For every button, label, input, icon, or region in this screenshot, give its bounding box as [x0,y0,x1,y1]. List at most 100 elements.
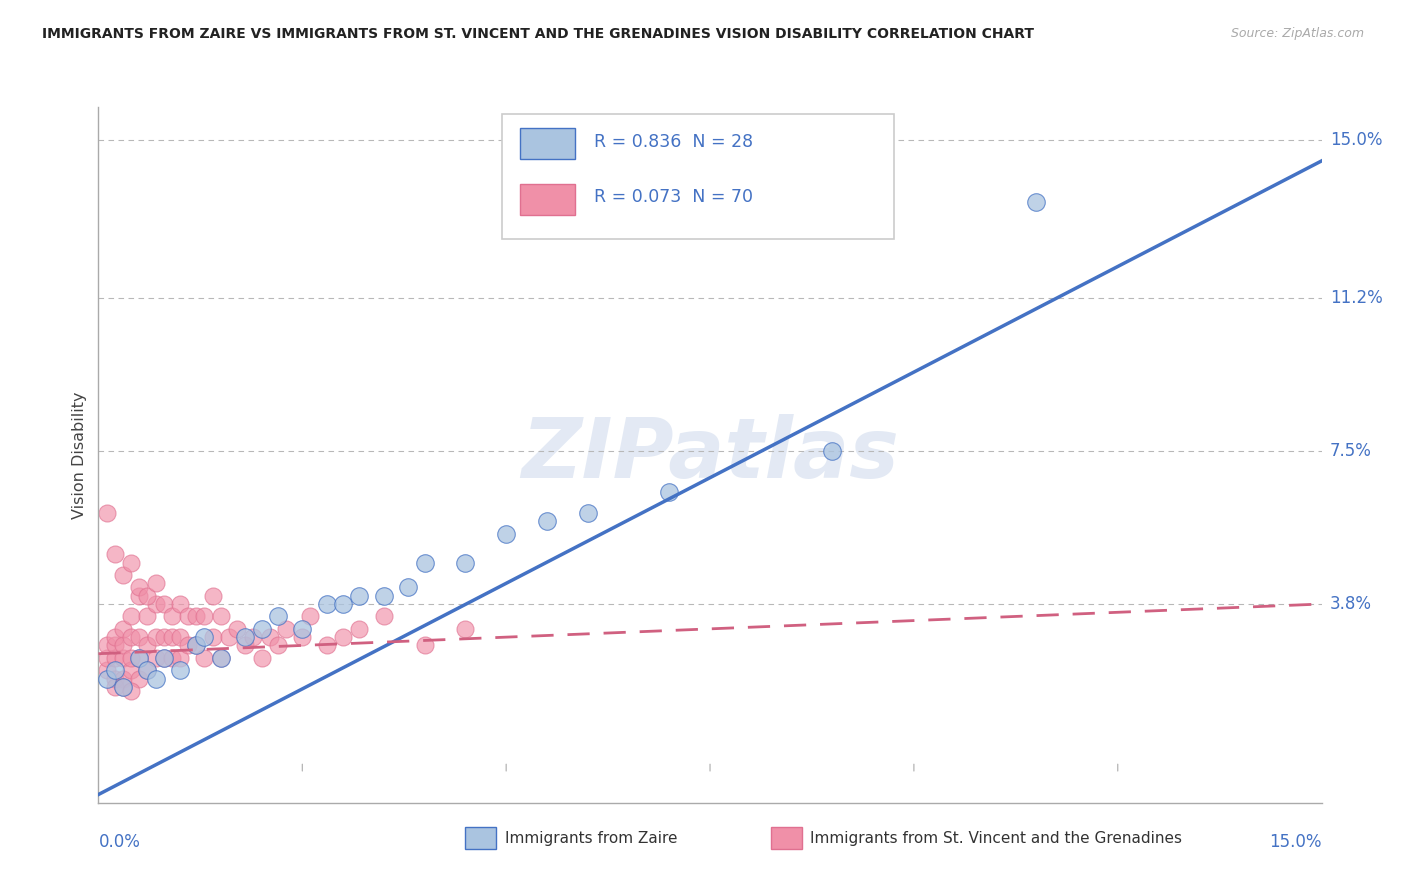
Point [120,684,142,698]
Point [169,651,191,665]
Text: Source: ZipAtlas.com: Source: ZipAtlas.com [1230,27,1364,40]
Point [299,609,322,624]
Point [104,663,127,677]
Point [104,547,127,561]
Point [96,663,118,677]
Point [104,651,127,665]
Point [128,651,150,665]
Point [495,526,517,541]
Point [233,630,256,644]
Point [96,506,118,520]
Text: R = 0.836  N = 28: R = 0.836 N = 28 [593,133,754,151]
Point [111,568,134,582]
Point [96,672,118,686]
Point [201,630,224,644]
Point [152,651,174,665]
Text: Immigrants from St. Vincent and the Grenadines: Immigrants from St. Vincent and the Gren… [810,830,1182,846]
Point [128,581,150,595]
Point [186,639,208,653]
Point [226,622,249,636]
Text: 7.5%: 7.5% [1330,442,1372,459]
Point [193,609,215,624]
Text: 0.0%: 0.0% [98,833,141,851]
Point [120,663,142,677]
Point [454,556,477,570]
Point [104,680,127,694]
Point [96,651,118,665]
Point [267,609,290,624]
Point [209,651,232,665]
Point [111,680,134,694]
Point [128,672,150,686]
Point [104,672,127,686]
Point [120,630,142,644]
Point [145,630,167,644]
Point [152,651,174,665]
Point [454,622,477,636]
Point [193,651,215,665]
Text: 3.8%: 3.8% [1330,595,1372,613]
Point [136,609,159,624]
Point [349,589,371,603]
Text: 11.2%: 11.2% [1330,288,1382,307]
Point [373,609,395,624]
Point [332,630,354,644]
Point [267,639,290,653]
Point [242,630,264,644]
Point [111,639,134,653]
Point [396,581,419,595]
Point [315,597,337,611]
Point [145,651,167,665]
FancyBboxPatch shape [465,827,496,849]
Point [128,589,150,603]
Point [218,630,240,644]
Point [274,622,297,636]
Point [373,589,395,603]
Point [136,589,159,603]
Point [315,639,337,653]
Point [233,639,256,653]
Point [111,680,134,694]
Point [111,622,134,636]
Point [177,609,200,624]
Point [332,597,354,611]
Point [120,609,142,624]
Point [169,663,191,677]
Point [145,597,167,611]
Point [658,485,681,500]
Point [169,630,191,644]
Point [209,609,232,624]
Text: 15.0%: 15.0% [1270,833,1322,851]
Point [152,630,174,644]
Point [291,622,314,636]
Point [136,663,159,677]
Point [104,630,127,644]
Point [145,576,167,591]
Point [291,630,314,644]
Point [201,589,224,603]
Point [413,639,436,653]
Text: IMMIGRANTS FROM ZAIRE VS IMMIGRANTS FROM ST. VINCENT AND THE GRENADINES VISION D: IMMIGRANTS FROM ZAIRE VS IMMIGRANTS FROM… [42,27,1035,41]
Point [193,630,215,644]
Point [536,514,558,528]
Point [186,639,208,653]
Point [136,639,159,653]
Point [128,651,150,665]
Point [120,556,142,570]
Point [250,651,273,665]
Point [120,651,142,665]
Point [209,651,232,665]
Point [821,443,844,458]
FancyBboxPatch shape [520,184,575,215]
Point [1025,195,1047,210]
Text: R = 0.073  N = 70: R = 0.073 N = 70 [593,188,752,206]
Text: 15.0%: 15.0% [1330,131,1382,149]
Point [111,651,134,665]
Y-axis label: Vision Disability: Vision Disability [72,392,87,518]
Point [160,609,183,624]
Point [259,630,281,644]
FancyBboxPatch shape [772,827,801,849]
Point [186,609,208,624]
Point [136,663,159,677]
Point [169,597,191,611]
